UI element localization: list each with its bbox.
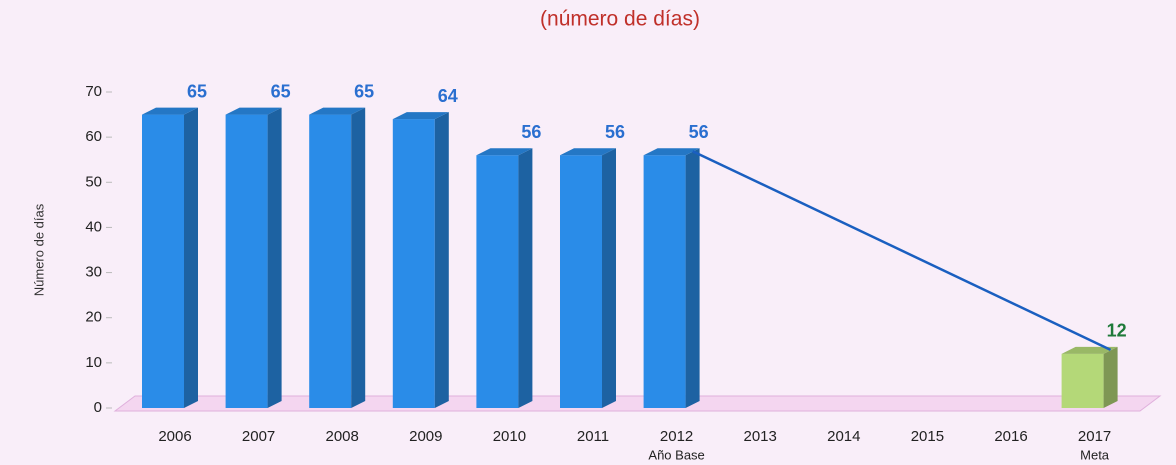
x-tick-label: 2008 xyxy=(326,428,359,445)
bar-top xyxy=(392,112,449,120)
bar-side xyxy=(518,148,533,408)
bar-top xyxy=(309,107,366,115)
bar-top xyxy=(225,107,282,115)
y-tick-label: 30 xyxy=(85,264,102,281)
bar xyxy=(142,114,184,409)
x-tick-note: Año Base xyxy=(648,447,704,462)
bar-top xyxy=(643,148,700,156)
x-tick-label: 2006 xyxy=(158,428,191,445)
bar xyxy=(476,155,519,408)
bar xyxy=(225,114,268,409)
x-tick-label: 2011 xyxy=(577,428,609,445)
value-label: 65 xyxy=(187,81,207,101)
x-tick-label: 2007 xyxy=(242,428,275,445)
bar-top xyxy=(560,148,616,156)
y-tick-label: 10 xyxy=(85,354,102,371)
y-tick-label: 20 xyxy=(85,309,102,326)
bar xyxy=(392,119,435,408)
y-axis-label: Número de días xyxy=(31,203,46,296)
value-label: 56 xyxy=(605,122,625,142)
x-tick-label: 2009 xyxy=(409,428,442,445)
y-tick-label: 70 xyxy=(85,83,102,100)
floor xyxy=(113,395,1162,412)
value-label: 65 xyxy=(354,81,374,101)
x-tick-label: 2014 xyxy=(827,428,860,445)
bar-top xyxy=(142,107,198,115)
value-label: 12 xyxy=(1107,321,1127,341)
bar-side xyxy=(434,112,449,408)
y-tick-label: 0 xyxy=(94,399,102,416)
x-tick-note: Meta xyxy=(1080,447,1110,462)
y-tick-label: 40 xyxy=(85,218,102,235)
y-tick-label: 50 xyxy=(85,173,102,190)
bar xyxy=(309,114,352,409)
value-label: 64 xyxy=(438,86,458,106)
x-tick-label: 2012 xyxy=(660,428,693,445)
bar-side xyxy=(351,107,366,409)
bar-side xyxy=(602,148,616,408)
x-tick-label: 2010 xyxy=(493,428,526,445)
bar-side xyxy=(1103,346,1118,408)
bar xyxy=(1061,353,1104,408)
bar xyxy=(560,155,602,408)
y-tick-label: 60 xyxy=(85,128,102,145)
x-tick-label: 2016 xyxy=(994,428,1027,445)
x-tick-label: 2015 xyxy=(911,428,944,445)
value-label: 56 xyxy=(689,122,709,142)
value-label: 56 xyxy=(521,122,541,142)
chart-subtitle: (número de días) xyxy=(540,8,700,31)
x-tick-label: 2013 xyxy=(744,428,777,445)
x-tick-label: 2017 xyxy=(1078,428,1111,445)
bar-side xyxy=(685,148,700,408)
bar-top xyxy=(476,148,533,156)
bar-side xyxy=(267,107,282,409)
bar-side xyxy=(184,107,198,409)
trend-line xyxy=(692,150,1112,351)
value-label: 65 xyxy=(271,81,291,101)
bar-top xyxy=(1061,346,1118,354)
bar xyxy=(643,155,686,408)
